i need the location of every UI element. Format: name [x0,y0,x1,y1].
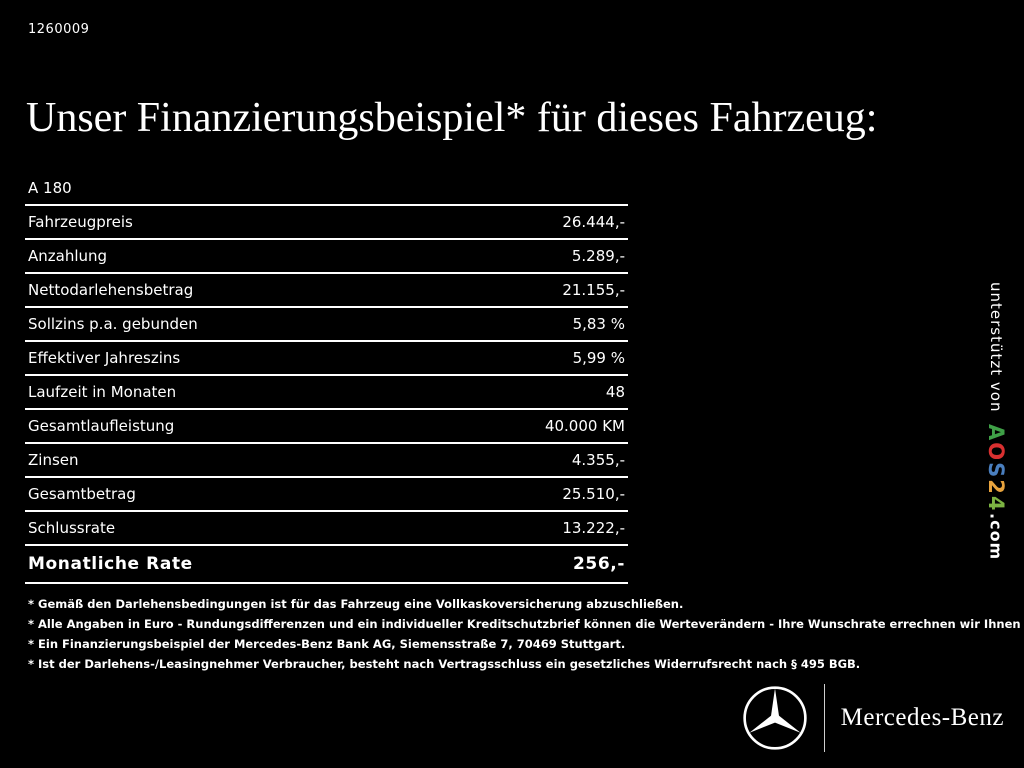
table-row: Schlussrate 13.222,- [25,512,628,546]
footnote-line: * Ein Finanzierungsbeispiel der Mercedes… [28,637,626,651]
aos24-letter: 2 [984,479,1008,497]
row-label: Nettodarlehensbetrag [28,281,194,299]
aos24-letter: A [984,424,1008,443]
footnote-line: * Ist der Darlehens-/Leasingnehmer Verbr… [28,657,861,671]
brand-wordmark: Mercedes-Benz [840,704,1004,731]
table-row: Gesamtlaufleistung 40.000 KM [25,410,628,444]
table-row: Fahrzeugpreis 26.444,- [25,206,628,240]
row-label: Gesamtbetrag [28,485,136,503]
aos24-domain-suffix: .com [986,512,1006,561]
monthly-rate-value: 256,- [573,554,625,574]
row-value: 5,83 % [572,315,625,333]
row-label: Zinsen [28,451,79,469]
row-value: 21.155,- [562,281,625,299]
aos24-letter: O [984,442,1008,463]
row-value: 5.289,- [571,247,625,265]
row-label: Schlussrate [28,519,116,537]
page-title: Unser Finanzierungsbeispiel* für dieses … [26,95,878,142]
row-label: Gesamtlaufleistung [28,417,175,435]
footnote-line: * Gemäß den Darlehensbedingungen ist für… [28,597,684,611]
brand-divider [823,684,825,752]
table-row-model: A 180 [25,172,628,206]
monthly-rate-label: Monatliche Rate [28,554,193,574]
table-row: Laufzeit in Monaten 48 [25,376,628,410]
supported-by-text: unterstützt von [987,282,1005,413]
model-name: A 180 [28,179,72,197]
row-value: 4.355,- [571,451,625,469]
brand-footer: Mercedes-Benz [742,684,1010,752]
aos24-logo: AOS24 [984,424,1008,513]
row-value: 5,99 % [572,349,625,367]
row-label: Effektiver Jahreszins [28,349,181,367]
table-row-monthly-rate: Monatliche Rate 256,- [25,546,628,584]
row-value: 25.510,- [562,485,625,503]
row-label: Anzahlung [28,247,108,265]
table-row: Sollzins p.a. gebunden 5,83 % [25,308,628,342]
reference-number: 1260009 [28,22,90,37]
row-label: Fahrzeugpreis [28,213,133,231]
table-row: Nettodarlehensbetrag 21.155,- [25,274,628,308]
aos24-letter: S [984,462,1008,480]
aos24-watermark: unterstützt von AOS24 .com [984,282,1008,560]
row-value: 48 [605,383,625,401]
finance-table: A 180 Fahrzeugpreis 26.444,- Anzahlung 5… [25,172,628,584]
table-row: Effektiver Jahreszins 5,99 % [25,342,628,376]
mercedes-star-icon [742,685,808,751]
row-value: 26.444,- [562,213,625,231]
aos24-letter: 4 [984,496,1008,513]
row-value: 40.000 KM [544,417,625,435]
row-value: 13.222,- [562,519,625,537]
table-row: Zinsen 4.355,- [25,444,628,478]
row-label: Sollzins p.a. gebunden [28,315,198,333]
footnotes: * Gemäß den Darlehensbedingungen ist für… [28,597,1024,678]
table-row: Gesamtbetrag 25.510,- [25,478,628,512]
row-label: Laufzeit in Monaten [28,383,177,401]
table-row: Anzahlung 5.289,- [25,240,628,274]
footnote-line: * Alle Angaben in Euro - Rundungsdiffere… [28,617,1024,631]
